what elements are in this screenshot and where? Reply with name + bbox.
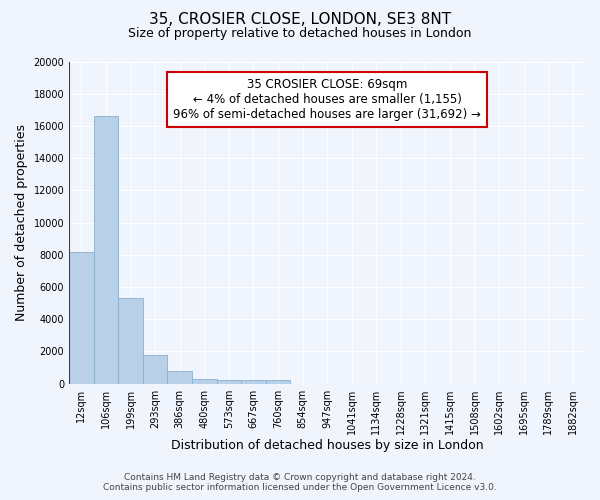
Bar — [266, 380, 290, 384]
Text: 35 CROSIER CLOSE: 69sqm
← 4% of detached houses are smaller (1,155)
96% of semi-: 35 CROSIER CLOSE: 69sqm ← 4% of detached… — [173, 78, 481, 120]
Bar — [167, 370, 192, 384]
Bar — [118, 298, 143, 384]
Bar — [192, 379, 217, 384]
Y-axis label: Number of detached properties: Number of detached properties — [15, 124, 28, 321]
X-axis label: Distribution of detached houses by size in London: Distribution of detached houses by size … — [171, 440, 484, 452]
Text: 35, CROSIER CLOSE, LONDON, SE3 8NT: 35, CROSIER CLOSE, LONDON, SE3 8NT — [149, 12, 451, 28]
Bar — [217, 380, 241, 384]
Bar — [69, 252, 94, 384]
Bar — [94, 116, 118, 384]
Text: Size of property relative to detached houses in London: Size of property relative to detached ho… — [128, 28, 472, 40]
Bar — [241, 380, 266, 384]
Bar — [143, 354, 167, 384]
Text: Contains HM Land Registry data © Crown copyright and database right 2024.
Contai: Contains HM Land Registry data © Crown c… — [103, 473, 497, 492]
